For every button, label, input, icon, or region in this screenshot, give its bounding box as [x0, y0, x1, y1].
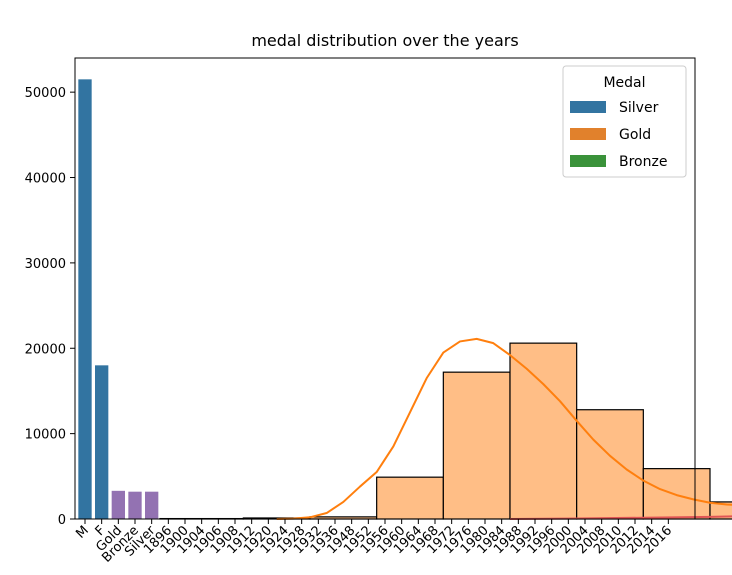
- legend: Medal Silver Gold Bronze: [562, 65, 687, 178]
- kde-curve: [276, 337, 732, 520]
- y-tick-label: 0: [58, 513, 66, 528]
- legend-label-silver: Silver: [619, 100, 659, 116]
- legend-label-gold: Gold: [619, 127, 651, 143]
- bar-m: [78, 79, 92, 519]
- histogram-bin-5: [442, 371, 511, 520]
- histogram-bin-6: [509, 342, 578, 520]
- y-tick-label: 40000: [25, 172, 66, 187]
- legend-swatch-bronze: [570, 155, 606, 167]
- y-tick-label: 10000: [25, 428, 66, 443]
- histogram-bin-9: [709, 501, 732, 520]
- bar-gold: [111, 490, 125, 519]
- legend-swatch-silver: [570, 101, 606, 113]
- bar-bronze: [128, 491, 142, 519]
- y-tick-label: 50000: [25, 86, 66, 101]
- chart-title: medal distribution over the years: [251, 31, 518, 50]
- bar-f: [95, 365, 109, 519]
- y-tick-label: 20000: [25, 342, 66, 357]
- bar-silver: [145, 491, 159, 519]
- legend-title: Medal: [603, 75, 645, 91]
- histogram-bin-8: [642, 468, 711, 520]
- histogram-bin-4: [376, 476, 444, 520]
- y-tick-label: 30000: [25, 257, 66, 272]
- x-tick-label: M: [73, 523, 92, 542]
- legend-frame: [562, 65, 687, 178]
- legend-label-bronze: Bronze: [619, 154, 667, 170]
- histogram-bin-7: [576, 409, 644, 520]
- legend-swatch-gold: [570, 128, 606, 140]
